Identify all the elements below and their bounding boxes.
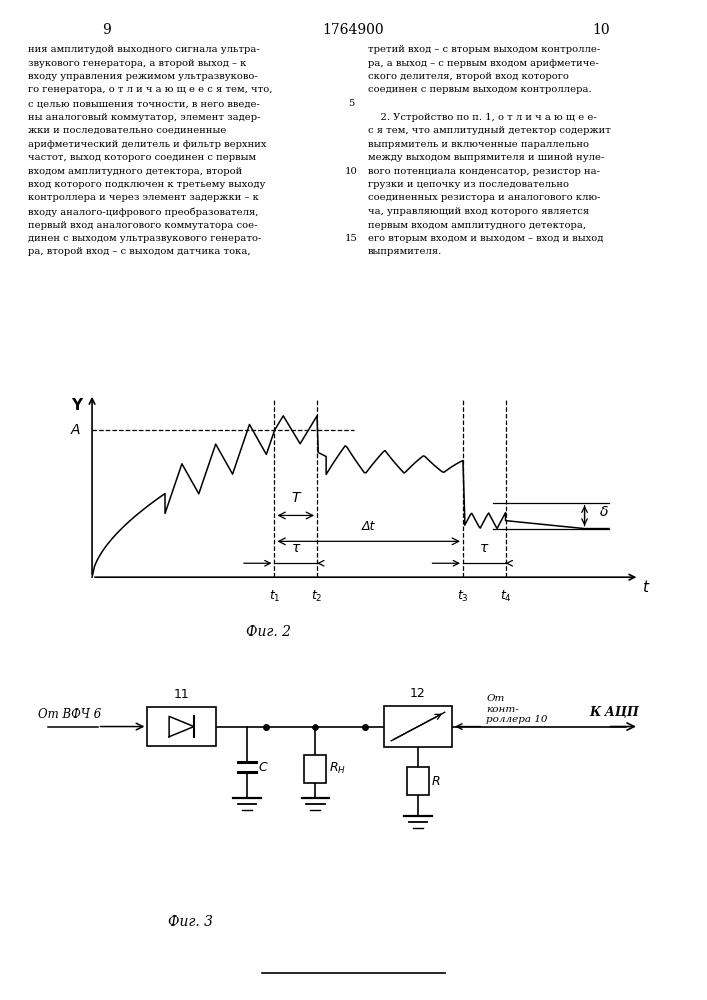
Text: 10: 10 <box>345 167 358 176</box>
Bar <box>407 767 429 795</box>
Text: первый вход аналогового коммутатора сое-: первый вход аналогового коммутатора сое- <box>28 221 258 230</box>
Text: между выходом выпрямителя и шиной нуле-: между выходом выпрямителя и шиной нуле- <box>368 153 604 162</box>
Text: соединенных резистора и аналогового клю-: соединенных резистора и аналогового клю- <box>368 194 600 202</box>
Text: $R_H$: $R_H$ <box>329 761 346 776</box>
Text: От
конт-
роллера 10: От конт- роллера 10 <box>486 694 548 724</box>
Text: К АЦП: К АЦП <box>589 706 639 719</box>
Text: динен с выходом ультразвукового генерато-: динен с выходом ультразвукового генерато… <box>28 234 262 243</box>
Text: с целью повышения точности, в него введе-: с целью повышения точности, в него введе… <box>28 99 260 108</box>
Text: с я тем, что амплитудный детектор содержит: с я тем, что амплитудный детектор содерж… <box>368 126 611 135</box>
Text: От ВФЧ 6: От ВФЧ 6 <box>38 708 102 721</box>
Text: 2. Устройство по п. 1, о т л и ч а ю щ е е-: 2. Устройство по п. 1, о т л и ч а ю щ е… <box>368 112 597 121</box>
Text: Фиг. 2: Фиг. 2 <box>246 625 291 639</box>
Text: ра, второй вход – с выходом датчика тока,: ра, второй вход – с выходом датчика тока… <box>28 247 251 256</box>
Text: $t_1$: $t_1$ <box>269 589 280 604</box>
Text: ча, управляющий вход которого является: ча, управляющий вход которого является <box>368 207 589 216</box>
Bar <box>384 706 452 747</box>
Text: частот, выход которого соединен с первым: частот, выход которого соединен с первым <box>28 153 257 162</box>
Text: звукового генератора, а второй выход – к: звукового генератора, а второй выход – к <box>28 58 247 68</box>
Text: τ: τ <box>291 541 300 555</box>
Text: A: A <box>70 423 80 437</box>
Text: τ: τ <box>480 541 489 555</box>
Text: C: C <box>258 761 267 774</box>
Text: $t_2$: $t_2$ <box>311 589 323 604</box>
Text: входу управления режимом ультразвуково-: входу управления режимом ультразвуково- <box>28 72 258 81</box>
Text: 11: 11 <box>174 688 189 701</box>
Text: $t_4$: $t_4$ <box>500 589 511 604</box>
Text: го генератора, о т л и ч а ю щ е е с я тем, что,: го генератора, о т л и ч а ю щ е е с я т… <box>28 86 273 95</box>
Text: входом амплитудного детектора, второй: входом амплитудного детектора, второй <box>28 167 243 176</box>
Text: 15: 15 <box>345 234 358 243</box>
Text: ны аналоговый коммутатор, элемент задер-: ны аналоговый коммутатор, элемент задер- <box>28 112 261 121</box>
Text: контроллера и через элемент задержки – к: контроллера и через элемент задержки – к <box>28 194 259 202</box>
Text: ния амплитудой выходного сигнала ультра-: ния амплитудой выходного сигнала ультра- <box>28 45 260 54</box>
Text: t: t <box>642 580 648 595</box>
Text: R: R <box>432 775 440 788</box>
Text: 10: 10 <box>592 23 609 37</box>
Text: 1764900: 1764900 <box>322 23 385 37</box>
Text: ского делителя, второй вход которого: ского делителя, второй вход которого <box>368 72 568 81</box>
Text: $t_3$: $t_3$ <box>457 589 469 604</box>
Text: ра, а выход – с первым входом арифметиче-: ра, а выход – с первым входом арифметиче… <box>368 58 598 68</box>
Text: жки и последовательно соединенные: жки и последовательно соединенные <box>28 126 227 135</box>
Bar <box>305 755 326 783</box>
Text: δ: δ <box>600 505 608 519</box>
Text: Фиг. 3: Фиг. 3 <box>168 915 214 929</box>
Text: выпрямителя.: выпрямителя. <box>368 247 442 256</box>
Text: 9: 9 <box>102 23 110 37</box>
Text: третий вход – с вторым выходом контролле-: третий вход – с вторым выходом контролле… <box>368 45 600 54</box>
Text: входу аналого-цифрового преобразователя,: входу аналого-цифрового преобразователя, <box>28 207 259 217</box>
Text: соединен с первым выходом контроллера.: соединен с первым выходом контроллера. <box>368 86 591 95</box>
Text: грузки и цепочку из последовательно: грузки и цепочку из последовательно <box>368 180 568 189</box>
Text: 12: 12 <box>410 687 426 700</box>
Text: вого потенциала конденсатор, резистор на-: вого потенциала конденсатор, резистор на… <box>368 167 600 176</box>
Text: вход которого подключен к третьему выходу: вход которого подключен к третьему выход… <box>28 180 266 189</box>
Bar <box>147 707 216 746</box>
Text: первым входом амплитудного детектора,: первым входом амплитудного детектора, <box>368 221 586 230</box>
Text: T: T <box>291 491 300 505</box>
Text: выпрямитель и включенные параллельно: выпрямитель и включенные параллельно <box>368 140 589 149</box>
Text: Y: Y <box>71 398 83 413</box>
Text: Δt: Δt <box>362 520 375 533</box>
Text: 5: 5 <box>348 99 355 108</box>
Text: его вторым входом и выходом – вход и выход: его вторым входом и выходом – вход и вых… <box>368 234 603 243</box>
Text: арифметический делитель и фильтр верхних: арифметический делитель и фильтр верхних <box>28 140 267 149</box>
